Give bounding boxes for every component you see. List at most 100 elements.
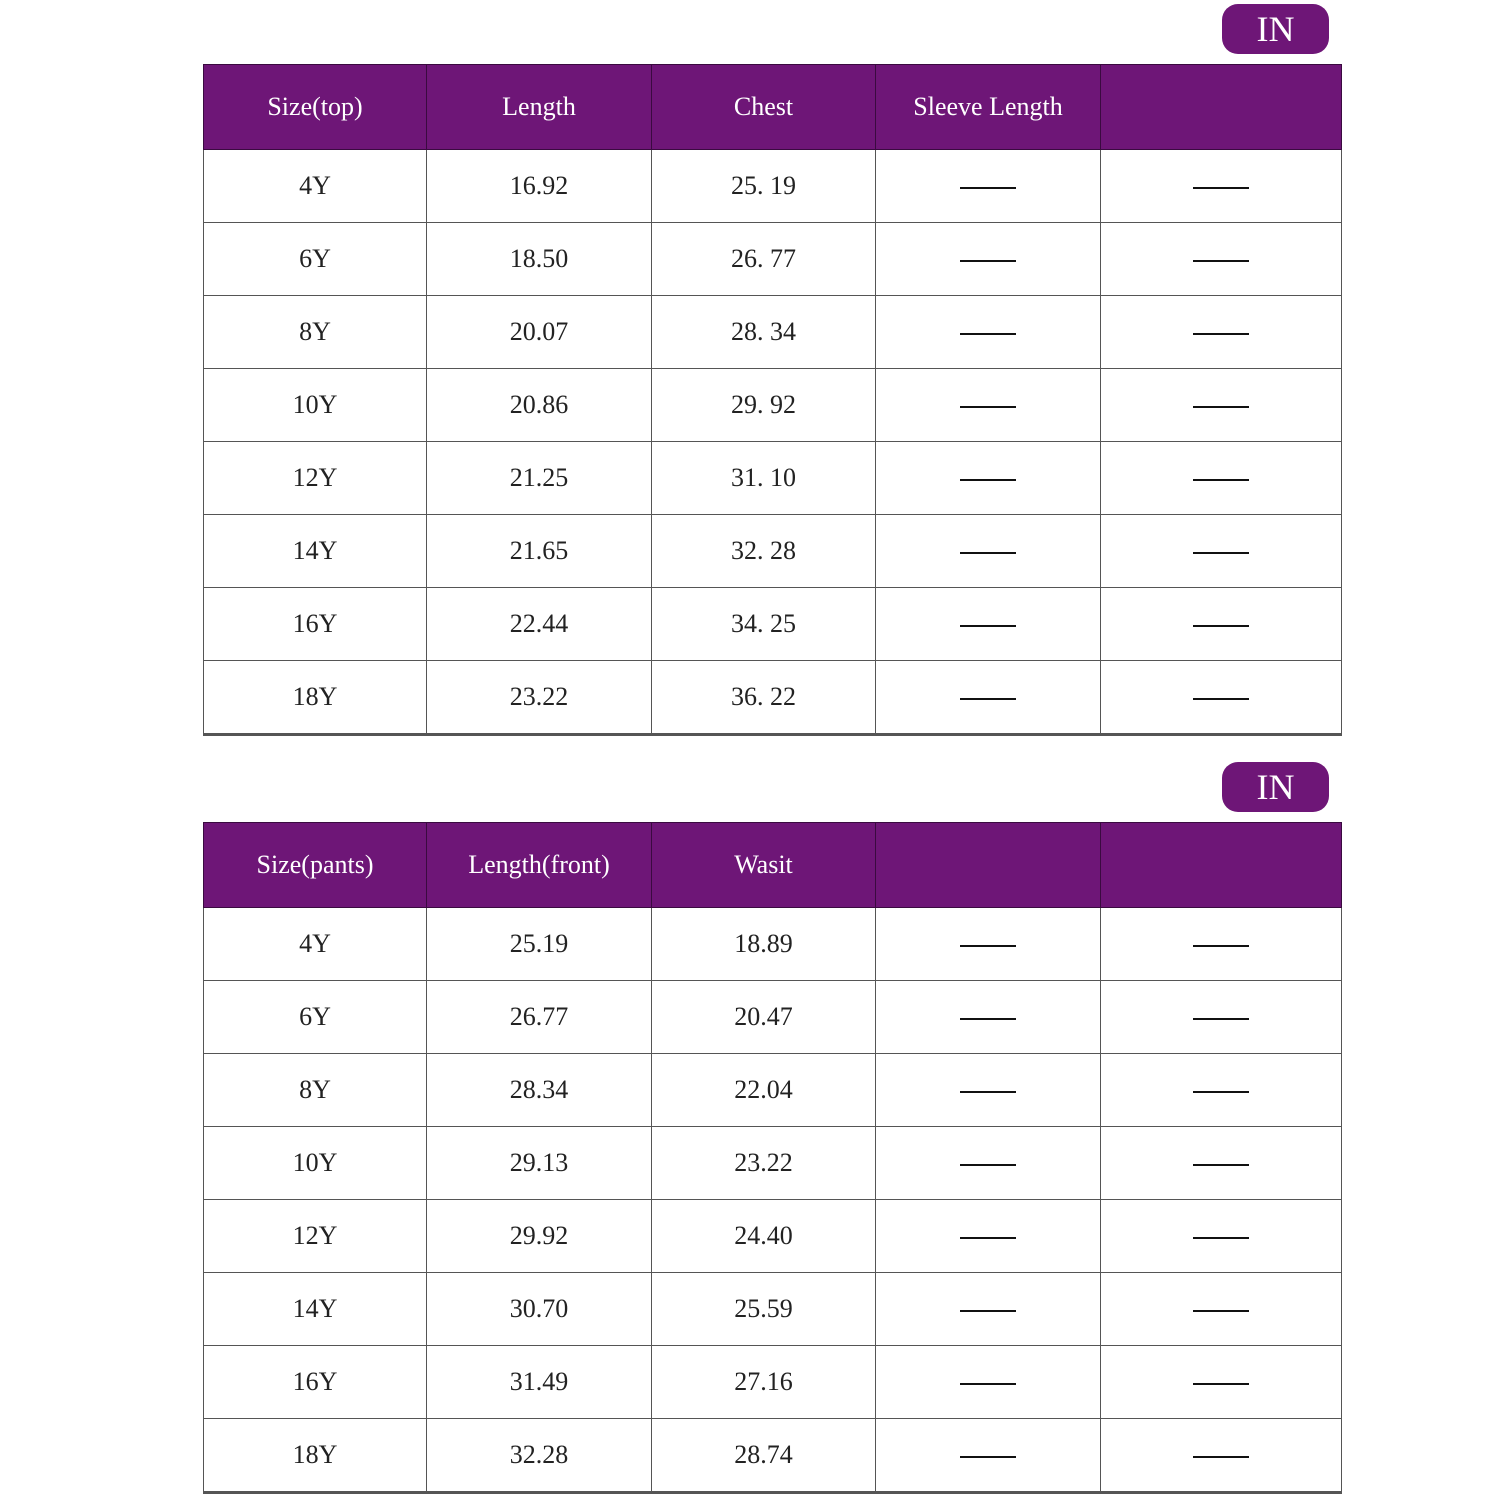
size-cell: 16Y [203, 587, 427, 661]
size-cell: 12Y [203, 1199, 427, 1273]
table-row: 10Y 20.86 29. 92 [203, 368, 1342, 442]
table-row: 6Y 18.50 26. 77 [203, 222, 1342, 296]
value-cell: 26. 77 [651, 222, 876, 296]
value-cell: 23.22 [426, 660, 652, 735]
empty-cell [1100, 1126, 1342, 1200]
dash-mark [960, 187, 1016, 190]
table-row: 12Y 29.92 24.40 [203, 1199, 1342, 1273]
empty-cell [1100, 587, 1342, 661]
table-row: 18Y 23.22 36. 22 [203, 660, 1342, 735]
dash-mark [960, 333, 1016, 336]
dash-mark [1193, 625, 1249, 628]
dash-mark [960, 625, 1016, 628]
value-cell: 36. 22 [651, 660, 876, 735]
dash-mark [1193, 1018, 1249, 1021]
value-cell: 31.49 [426, 1345, 652, 1419]
empty-cell [875, 295, 1101, 369]
value-cell: 20.47 [651, 980, 876, 1054]
table-row: 12Y 21.25 31. 10 [203, 441, 1342, 515]
table-row: 8Y 20.07 28. 34 [203, 295, 1342, 369]
dash-mark [960, 1310, 1016, 1313]
column-header: Size(top) [203, 64, 427, 150]
dash-mark [960, 945, 1016, 948]
value-cell: 28.34 [426, 1053, 652, 1127]
dash-mark [960, 1091, 1016, 1094]
table-row: 4Y 25.19 18.89 [203, 907, 1342, 981]
value-cell: 18.50 [426, 222, 652, 296]
value-cell: 22.04 [651, 1053, 876, 1127]
value-cell: 34. 25 [651, 587, 876, 661]
dash-mark [1193, 406, 1249, 409]
table-row: 16Y 22.44 34. 25 [203, 587, 1342, 661]
empty-cell [1100, 514, 1342, 588]
dash-mark [960, 698, 1016, 701]
empty-cell [1100, 1053, 1342, 1127]
empty-cell [1100, 1199, 1342, 1273]
empty-cell [1100, 660, 1342, 735]
empty-cell [1100, 1345, 1342, 1419]
empty-cell [875, 514, 1101, 588]
empty-cell [875, 907, 1101, 981]
size-cell: 14Y [203, 1272, 427, 1346]
dash-mark [960, 260, 1016, 263]
empty-cell [875, 980, 1101, 1054]
value-cell: 21.25 [426, 441, 652, 515]
table-row: 4Y 16.92 25. 19 [203, 149, 1342, 223]
unit-badge-bottom: IN [1222, 762, 1329, 812]
value-cell: 26.77 [426, 980, 652, 1054]
size-cell: 6Y [203, 222, 427, 296]
dash-mark [1193, 260, 1249, 263]
header-row: Size(pants) Length(front) Wasit [203, 822, 1342, 908]
column-header: Wasit [651, 822, 876, 908]
value-cell: 28. 34 [651, 295, 876, 369]
table-row: 10Y 29.13 23.22 [203, 1126, 1342, 1200]
column-header: Length(front) [426, 822, 652, 908]
unit-badge-top: IN [1222, 4, 1329, 54]
value-cell: 20.86 [426, 368, 652, 442]
dash-mark [1193, 1310, 1249, 1313]
value-cell: 29.13 [426, 1126, 652, 1200]
dash-mark [1193, 945, 1249, 948]
column-header: Chest [651, 64, 876, 150]
size-cell: 8Y [203, 295, 427, 369]
size-cell: 4Y [203, 907, 427, 981]
dash-mark [960, 552, 1016, 555]
value-cell: 32. 28 [651, 514, 876, 588]
value-cell: 25.19 [426, 907, 652, 981]
column-header: Sleeve Length [875, 64, 1101, 150]
value-cell: 20.07 [426, 295, 652, 369]
empty-cell [1100, 1418, 1342, 1493]
empty-cell [875, 1199, 1101, 1273]
column-header [1100, 822, 1342, 908]
table-row: 16Y 31.49 27.16 [203, 1345, 1342, 1419]
size-cell: 12Y [203, 441, 427, 515]
empty-cell [1100, 149, 1342, 223]
bottom-size-table: Size(pants) Length(front) Wasit 4Y 25.19 18.… [203, 822, 1342, 1494]
value-cell: 21.65 [426, 514, 652, 588]
header-row: Size(top) Length Chest Sleeve Length [203, 64, 1342, 150]
value-cell: 30.70 [426, 1272, 652, 1346]
value-cell: 29. 92 [651, 368, 876, 442]
size-cell: 18Y [203, 660, 427, 735]
size-cell: 16Y [203, 1345, 427, 1419]
table-row: 8Y 28.34 22.04 [203, 1053, 1342, 1127]
empty-cell [1100, 368, 1342, 442]
value-cell: 18.89 [651, 907, 876, 981]
size-cell: 6Y [203, 980, 427, 1054]
table-row: 14Y 21.65 32. 28 [203, 514, 1342, 588]
value-cell: 24.40 [651, 1199, 876, 1273]
top-size-table: Size(top) Length Chest Sleeve Length 4Y 16.9… [203, 64, 1342, 736]
dash-mark [960, 1383, 1016, 1386]
dash-mark [960, 1164, 1016, 1167]
empty-cell [875, 368, 1101, 442]
dash-mark [960, 1237, 1016, 1240]
empty-cell [875, 587, 1101, 661]
empty-cell [1100, 222, 1342, 296]
dash-mark [960, 1456, 1016, 1459]
empty-cell [875, 149, 1101, 223]
empty-cell [875, 1418, 1101, 1493]
dash-mark [1193, 187, 1249, 190]
empty-cell [875, 1053, 1101, 1127]
value-cell: 32.28 [426, 1418, 652, 1493]
dash-mark [1193, 1164, 1249, 1167]
